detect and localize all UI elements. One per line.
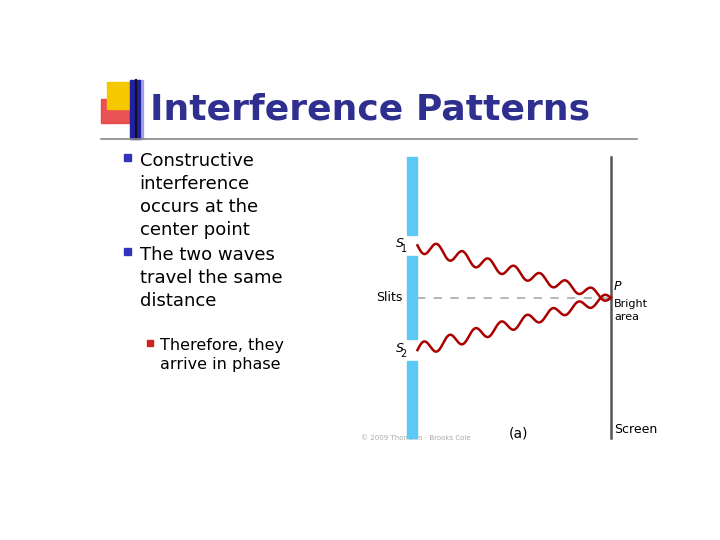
Bar — [130, 80, 140, 139]
Text: Constructive
interference
occurs at the
center point: Constructive interference occurs at the … — [140, 152, 258, 239]
Bar — [101, 99, 130, 123]
Bar — [124, 154, 131, 161]
Text: Screen: Screen — [614, 423, 657, 436]
Text: (a): (a) — [509, 427, 528, 441]
Bar — [407, 157, 417, 234]
Text: P: P — [614, 280, 621, 293]
Text: 1: 1 — [400, 244, 407, 254]
Text: Bright
area: Bright area — [614, 299, 648, 322]
Text: © 2009 Thomson · Brooks Cole: © 2009 Thomson · Brooks Cole — [361, 435, 471, 441]
Text: S: S — [397, 342, 404, 355]
Text: Interference Patterns: Interference Patterns — [150, 92, 590, 126]
Text: Slits: Slits — [377, 291, 402, 304]
Bar — [407, 256, 417, 339]
Text: Therefore, they
arrive in phase: Therefore, they arrive in phase — [160, 338, 284, 373]
Text: 2: 2 — [400, 349, 407, 359]
Bar — [107, 82, 137, 110]
Bar — [148, 340, 153, 346]
Bar — [124, 248, 131, 255]
Bar — [407, 361, 417, 438]
Text: The two waves
travel the same
distance: The two waves travel the same distance — [140, 246, 282, 309]
Text: S: S — [397, 237, 404, 251]
Bar — [138, 80, 143, 139]
